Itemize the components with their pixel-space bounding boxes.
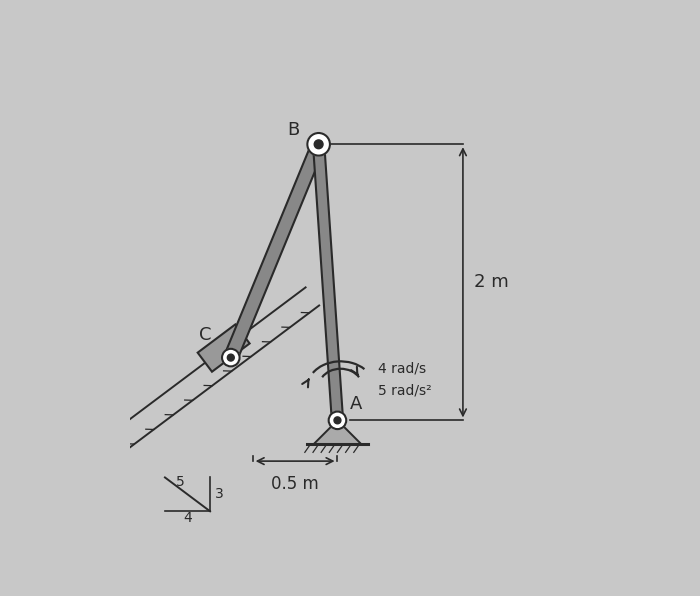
Circle shape [307,133,330,156]
Circle shape [314,140,323,148]
Text: 5: 5 [176,474,184,489]
Circle shape [329,412,346,429]
Text: 4 rad/s: 4 rad/s [378,361,426,375]
Text: 5 rad/s²: 5 rad/s² [378,384,432,398]
Circle shape [222,349,239,367]
Text: A: A [350,395,363,413]
Polygon shape [197,324,250,372]
Text: 2 m: 2 m [474,274,509,291]
Circle shape [334,417,341,424]
Text: 4: 4 [183,511,192,525]
Text: 0.5 m: 0.5 m [271,475,319,493]
Polygon shape [313,144,343,421]
Polygon shape [225,142,325,360]
Polygon shape [314,420,361,444]
Text: 3: 3 [215,488,224,501]
Text: B: B [288,121,300,139]
Text: C: C [199,326,212,344]
Circle shape [228,354,234,361]
